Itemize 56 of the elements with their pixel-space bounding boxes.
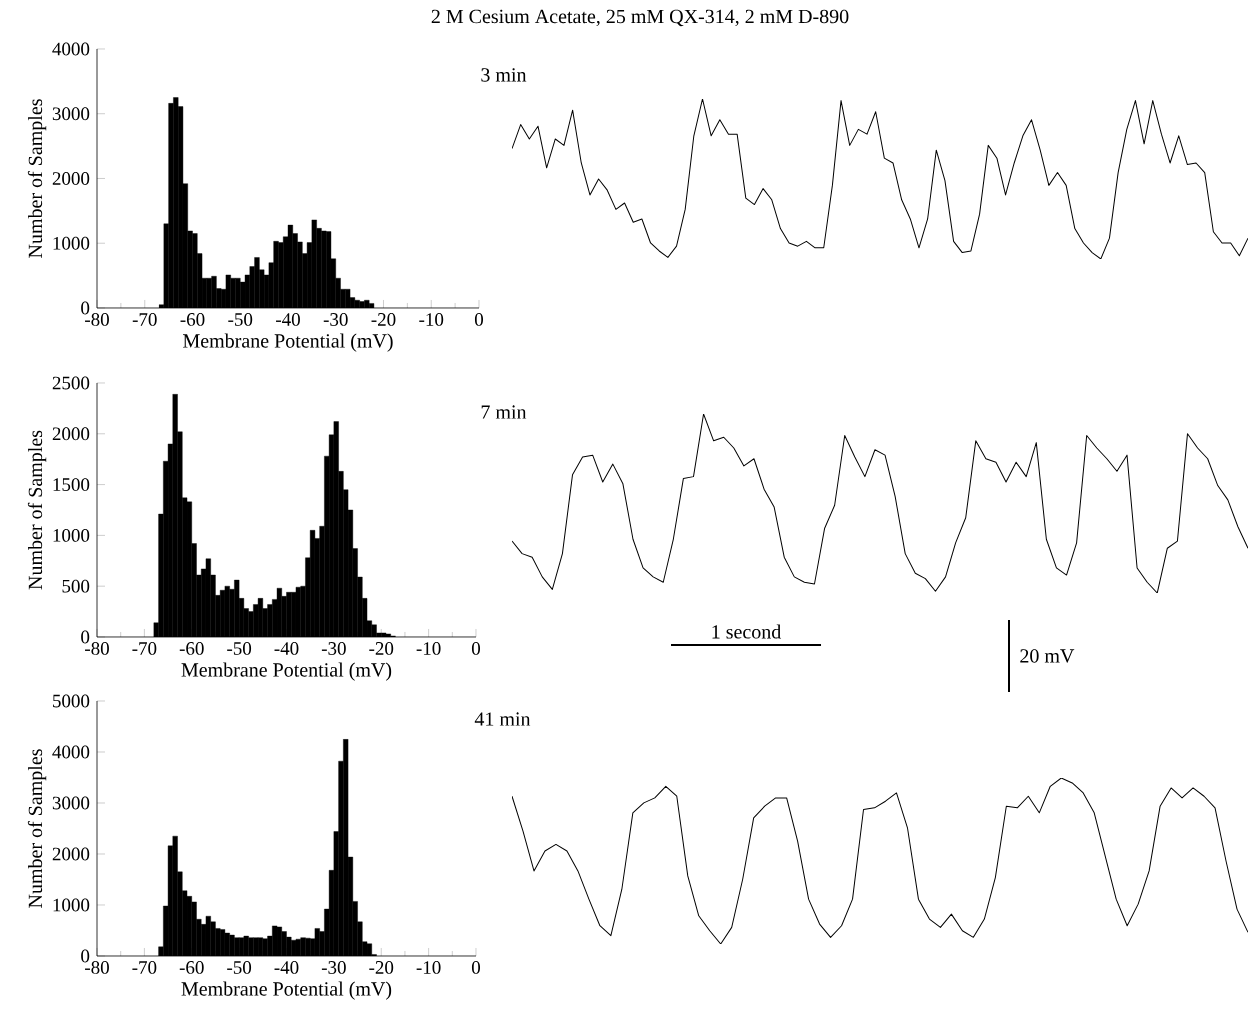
- x-tick-label: -80: [85, 313, 109, 326]
- x-tick-label: -40: [276, 313, 300, 326]
- x-tick-label: -30: [323, 313, 348, 326]
- y-tick-label: 2500: [52, 376, 90, 390]
- x-tick-label: 0: [474, 313, 484, 326]
- x-axis-title: Membrane Potential (mV): [183, 333, 393, 352]
- text: 20 mV: [1020, 649, 1075, 663]
- y-tick-label: 2000: [52, 847, 90, 861]
- x-tick-label: -10: [416, 961, 441, 974]
- x-tick-label: -70: [132, 961, 157, 974]
- x-tick-label: -30: [321, 961, 346, 974]
- text: 2 M Cesium Acetate, 25 mM QX-314, 2 mM D-890: [431, 9, 849, 27]
- x-axis-title: Membrane Potential (mV): [181, 981, 392, 1000]
- x-tick-label: -50: [227, 642, 252, 655]
- y-tick-label: 1000: [53, 236, 90, 250]
- y-tick-label: 0: [81, 949, 90, 963]
- y-tick-label: 5000: [53, 694, 90, 708]
- y-tick-label: 0: [81, 630, 90, 644]
- y-tick-label: 1000: [53, 528, 90, 542]
- y-tick-label: 4000: [52, 42, 90, 56]
- x-tick-label: -60: [179, 961, 204, 974]
- y-tick-label: 500: [62, 579, 90, 593]
- x-tick-label: -70: [132, 642, 157, 655]
- x-tick-label: -30: [321, 642, 346, 655]
- x-tick-label: -50: [227, 961, 252, 974]
- x-tick-label: -10: [416, 642, 441, 655]
- y-tick-label: 1500: [53, 478, 90, 491]
- x-tick-label: 0: [471, 642, 481, 655]
- x-tick-label: -70: [132, 313, 157, 326]
- x-tick-label: -60: [179, 642, 204, 655]
- text: 1 second: [712, 624, 782, 639]
- x-tick-label: -40: [274, 961, 299, 974]
- x-tick-label: -10: [419, 313, 444, 326]
- x-tick-label: -20: [371, 313, 396, 326]
- x-axis-title: Membrane Potential (mV): [181, 662, 392, 681]
- y-axis-title: Number of Samples: [27, 430, 47, 590]
- x-tick-label: -20: [369, 642, 394, 655]
- chart-title: 41 min: [474, 712, 531, 726]
- x-tick-label: 0: [471, 961, 481, 974]
- y-tick-label: 4000: [52, 745, 90, 759]
- x-tick-label: -80: [85, 961, 109, 974]
- x-tick-label: -20: [369, 961, 394, 974]
- y-axis-title: Number of Samples: [27, 99, 47, 258]
- x-tick-label: -40: [274, 642, 299, 655]
- x-tick-label: -50: [228, 313, 253, 326]
- y-tick-label: 3000: [52, 107, 90, 121]
- chart-title: 3 min: [481, 68, 527, 82]
- y-tick-label: 3000: [52, 796, 90, 810]
- y-tick-label: 0: [81, 301, 90, 315]
- x-tick-label: -80: [85, 642, 109, 655]
- x-tick-label: -60: [180, 313, 205, 326]
- y-axis-title: Number of Samples: [27, 749, 47, 908]
- chart-title: 7 min: [481, 405, 527, 419]
- y-tick-label: 2000: [52, 427, 90, 441]
- y-tick-label: 2000: [52, 172, 90, 185]
- y-tick-label: 1000: [53, 898, 90, 912]
